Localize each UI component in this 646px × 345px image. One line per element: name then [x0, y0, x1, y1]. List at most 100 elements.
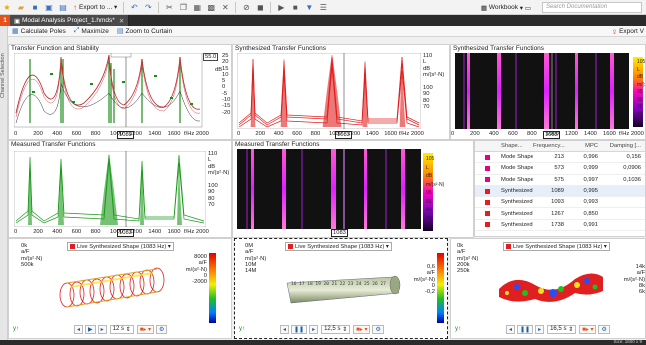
x-tick-label: 1000: [110, 131, 123, 137]
paste-icon[interactable]: ▦: [193, 2, 202, 12]
redo-icon[interactable]: ↷: [144, 2, 152, 12]
damping-cell: 0,156: [626, 154, 641, 161]
measured-plot[interactable]: [14, 151, 206, 227]
export-v-label: Export V: [619, 28, 644, 35]
workbook-menu[interactable]: ▦ Workbook ▾ ▭: [480, 4, 531, 12]
shape3-dropdown[interactable]: Live Synthesized Shape (1083 Hz) ▾: [503, 242, 610, 251]
animation-mode-button[interactable]: ■▸ ▾: [136, 324, 155, 334]
folder-icon[interactable]: ▰: [17, 2, 25, 12]
table-row[interactable]: Synthesized S 1738 0,991: [475, 220, 645, 232]
table-row[interactable]: Mode Shape 573 0,999 0,0906: [475, 163, 645, 175]
close-tab-icon[interactable]: ✕: [118, 17, 125, 25]
calculate-poles-button[interactable]: ▦ Calculate Poles: [12, 27, 66, 36]
p5-cursor-label[interactable]: 1083: [331, 229, 348, 237]
shape-color-cell: [475, 222, 499, 228]
settings-button[interactable]: ⚙: [156, 324, 168, 334]
shape2-dropdown[interactable]: Live Synthesized Shape (1083 Hz) ▾: [285, 242, 392, 251]
pause-button[interactable]: ❚❚: [517, 324, 534, 334]
play-icon[interactable]: ▶: [278, 2, 285, 12]
x-tick-label: 1200: [129, 131, 143, 137]
stop-square-icon[interactable]: ■: [292, 2, 298, 12]
p2-cursor-label[interactable]: 1083: [335, 131, 352, 139]
main-toolbar: ★ ▰ ■ ▣ ▤ ↑ Export to ... ▾ ↶ ↷ ✂ ❐ ▦ ▩ ✕…: [0, 0, 646, 15]
animation-mode-button[interactable]: ■▸ ▾: [353, 324, 371, 334]
x-tick-label: 1600: [603, 131, 616, 137]
measured-heatmap[interactable]: [237, 149, 421, 229]
col-damping[interactable]: Damping [...: [609, 143, 641, 149]
frequency-cell: 1093: [551, 199, 564, 206]
settings-button[interactable]: ⚙: [372, 324, 384, 334]
shape-panel-2: 0M a/F m/(s²·N) 10M 14M Live Synthesized…: [234, 238, 448, 339]
x-tick-label: 200: [33, 131, 43, 137]
search-input[interactable]: Search Documentation: [542, 2, 642, 13]
copy-icon[interactable]: ❐: [179, 2, 187, 12]
shape-panel-3: 0k a/F m/(s²·N) 200k 250k Live Synthesiz…: [450, 238, 646, 339]
p3-cursor-label[interactable]: 1083: [543, 131, 560, 139]
undo-icon[interactable]: ↶: [130, 2, 138, 12]
stop-icon[interactable]: ◼: [257, 2, 264, 12]
filter-icon[interactable]: ▼: [305, 2, 314, 12]
shape1-model[interactable]: [53, 261, 173, 317]
shape2-dropdown-label: Live Synthesized Shape (1083 Hz): [295, 243, 385, 250]
clear-icon[interactable]: ⊘: [242, 2, 250, 12]
shape-name-cell: Synthesized S: [501, 188, 533, 195]
table-row[interactable]: Synthesized S 1089 0,995: [475, 185, 645, 198]
save-all-icon[interactable]: ▣: [45, 2, 53, 12]
status-bar: Size: 1600 x 9: [0, 339, 646, 345]
shape2-model[interactable]: 16 17 18 19 20 21 22 23 24 25 26 27: [281, 271, 405, 311]
step-forward-button[interactable]: ▸: [97, 324, 107, 334]
export-v-button[interactable]: ⇪ Export V: [612, 26, 644, 37]
p1-cursor-label[interactable]: 1089: [117, 131, 134, 139]
action-bar: ▦ Calculate Poles ⤢ Maximize ▤ Zoom to Curt…: [8, 26, 646, 37]
play-button[interactable]: ▶: [85, 324, 96, 334]
x-axis-unit: f/Hz 2000: [399, 131, 424, 137]
step-forward-button[interactable]: ▸: [309, 324, 319, 334]
color-swatch: [484, 154, 490, 160]
col-shape[interactable]: Shape...: [501, 143, 523, 149]
table-row[interactable]: Mode Shape 213 0,996 0,156: [475, 152, 645, 164]
table-row[interactable]: Synthesized S 1093 0,993: [475, 197, 645, 209]
menu-icon[interactable]: ☰: [319, 2, 327, 12]
tab-project[interactable]: ▣ Modal Analysis Project_1.hmds* ✕: [10, 15, 130, 26]
export-button[interactable]: ↑ Export to ... ▾: [73, 2, 118, 12]
toolbar-separator: [123, 1, 125, 13]
animation-mode-button[interactable]: ■▸ ▾: [579, 324, 597, 334]
delete-icon[interactable]: ▩: [207, 2, 216, 12]
zoom-icon: ▤: [116, 28, 124, 35]
shape-name-cell: Synthesized S: [501, 199, 533, 206]
time-spinner[interactable]: 12 s ⇕: [109, 324, 134, 334]
maximize-button[interactable]: ⤢ Maximize: [74, 27, 109, 35]
star-icon[interactable]: ★: [3, 2, 11, 12]
time-spinner[interactable]: 16,5 s ⇕: [547, 324, 577, 334]
panel-synthesized-heatmap: Synthesized Transfer Functions 105 L dB …: [450, 44, 646, 140]
cut-icon[interactable]: ✂: [165, 2, 173, 12]
shape3-dropdown-label: Live Synthesized Shape (1083 Hz): [513, 243, 603, 250]
save-icon[interactable]: ■: [32, 2, 38, 12]
step-back-button[interactable]: ◂: [506, 324, 516, 334]
step-forward-button[interactable]: ▸: [535, 324, 545, 334]
step-back-button[interactable]: ◂: [280, 324, 290, 334]
p4-cursor-label[interactable]: 1083: [117, 229, 134, 237]
shape1-dropdown[interactable]: Live Synthesized Shape (1083 Hz) ▾: [67, 242, 174, 251]
channel-selection-strip[interactable]: Channel Selection: [0, 26, 8, 341]
time-spinner[interactable]: 12,5 s ⇕: [321, 324, 351, 334]
frequency-cell: 213: [554, 154, 564, 161]
col-frequency[interactable]: Frequency...: [533, 143, 565, 149]
settings-button[interactable]: ⚙: [598, 324, 610, 334]
close-icon[interactable]: ✕: [221, 2, 229, 12]
zoom-to-curtain-button[interactable]: ▤ Zoom to Curtain: [116, 27, 172, 36]
stability-plot[interactable]: [14, 53, 214, 135]
shape3-model[interactable]: [495, 263, 605, 307]
table-row[interactable]: Mode Shape 575 0,997 0,1036: [475, 175, 645, 186]
step-back-button[interactable]: ◂: [74, 324, 84, 334]
x-axis-unit: f/Hz 2000: [184, 229, 209, 235]
print-icon[interactable]: ▤: [59, 2, 67, 12]
shape-color-icon: [288, 244, 293, 249]
pause-button[interactable]: ❚❚: [291, 324, 308, 334]
col-mpc[interactable]: MPC: [585, 143, 598, 149]
value-box[interactable]: 55.0: [203, 53, 219, 61]
synthesized-plot[interactable]: [237, 53, 421, 129]
table-row[interactable]: Synthesized S 1267 0,850: [475, 208, 645, 220]
x-tick-label: 1000: [329, 131, 342, 137]
synthesized-heatmap[interactable]: [455, 53, 629, 129]
